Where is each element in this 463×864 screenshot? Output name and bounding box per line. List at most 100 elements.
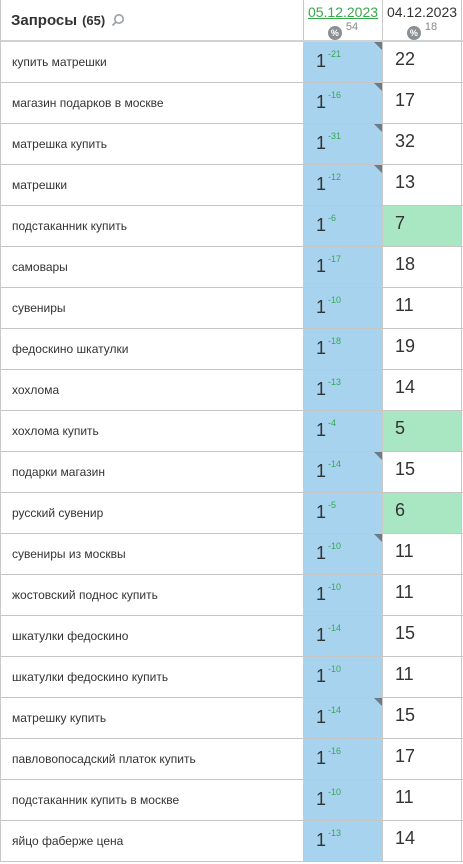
previous-position-cell[interactable]: 6: [383, 493, 462, 533]
previous-position-cell[interactable]: 15: [383, 698, 462, 738]
query-cell[interactable]: хохлома: [1, 370, 304, 410]
percent-icon[interactable]: %: [327, 26, 342, 40]
table-row: подстаканник купить в москве 1 -10 11: [1, 780, 463, 821]
query-cell[interactable]: магазин подарков в москве: [1, 83, 304, 123]
percent-icon[interactable]: %: [406, 26, 421, 40]
previous-position-cell[interactable]: 17: [383, 83, 462, 123]
position-delta: -10: [328, 787, 342, 797]
previous-position-cell[interactable]: 15: [383, 616, 462, 656]
table-row: павловопосадский платок купить 1 -16 17: [1, 739, 463, 780]
date-visibility-value: 54: [345, 20, 359, 33]
table-row: жостовский поднос купить 1 -10 11: [1, 575, 463, 616]
previous-position-cell[interactable]: 7: [383, 206, 462, 246]
query-cell[interactable]: самовары: [1, 247, 304, 287]
previous-position-value: 15: [395, 459, 416, 479]
query-cell[interactable]: матрешка купить: [1, 124, 304, 164]
current-position-cell[interactable]: 1 -17: [304, 247, 383, 287]
current-position-cell[interactable]: 1 -18: [304, 329, 383, 369]
url-change-marker: [374, 83, 382, 91]
previous-position-cell[interactable]: 22: [383, 42, 462, 82]
table-row: матрешки 1 -12 13: [1, 165, 463, 206]
query-cell[interactable]: русский сувенир: [1, 493, 304, 533]
current-position-cell[interactable]: 1 -14: [304, 452, 383, 492]
date-column-header-previous: 04.12.2023 % 18: [383, 0, 462, 40]
previous-position-cell[interactable]: 14: [383, 370, 462, 410]
table-row: подарки магазин 1 -14 15: [1, 452, 463, 493]
position-delta: -10: [328, 295, 342, 305]
position-value: 1: [316, 666, 327, 686]
previous-position-cell[interactable]: 11: [383, 780, 462, 820]
previous-position-value: 14: [395, 828, 416, 848]
previous-position-value: 7: [395, 213, 406, 233]
query-cell[interactable]: подстаканник купить в москве: [1, 780, 304, 820]
position-value: 1: [316, 830, 327, 850]
current-position-cell[interactable]: 1 -16: [304, 739, 383, 779]
current-position-cell[interactable]: 1 -16: [304, 83, 383, 123]
query-cell[interactable]: подстаканник купить: [1, 206, 304, 246]
table-row: матрешку купить 1 -14 15: [1, 698, 463, 739]
query-cell[interactable]: шкатулки федоскино купить: [1, 657, 304, 697]
query-cell[interactable]: сувениры из москвы: [1, 534, 304, 574]
position-value: 1: [316, 297, 327, 317]
previous-position-cell[interactable]: 15: [383, 452, 462, 492]
position-delta: -18: [328, 336, 342, 346]
query-cell[interactable]: шкатулки федоскино: [1, 616, 304, 656]
current-position-cell[interactable]: 1 -5: [304, 493, 383, 533]
query-cell[interactable]: матрешки: [1, 165, 304, 205]
previous-position-cell[interactable]: 32: [383, 124, 462, 164]
current-position-cell[interactable]: 1 -12: [304, 165, 383, 205]
previous-position-cell[interactable]: 11: [383, 288, 462, 328]
url-change-marker: [374, 42, 382, 50]
previous-position-cell[interactable]: 19: [383, 329, 462, 369]
table-row: подстаканник купить 1 -6 7: [1, 206, 463, 247]
position-delta: -10: [328, 582, 342, 592]
query-cell[interactable]: федоскино шкатулки: [1, 329, 304, 369]
current-position-cell[interactable]: 1 -21: [304, 42, 383, 82]
query-cell[interactable]: жостовский поднос купить: [1, 575, 304, 615]
position-value: 1: [316, 215, 327, 235]
position-value: 1: [316, 256, 327, 276]
current-position-cell[interactable]: 1 -10: [304, 780, 383, 820]
query-cell[interactable]: матрешку купить: [1, 698, 304, 738]
query-cell[interactable]: купить матрешки: [1, 42, 304, 82]
current-position-cell[interactable]: 1 -14: [304, 698, 383, 738]
table-row: хохлома 1 -13 14: [1, 370, 463, 411]
previous-position-cell[interactable]: 18: [383, 247, 462, 287]
current-position-cell[interactable]: 1 -10: [304, 575, 383, 615]
current-position-cell[interactable]: 1 -4: [304, 411, 383, 451]
previous-position-value: 6: [395, 500, 406, 520]
current-position-cell[interactable]: 1 -14: [304, 616, 383, 656]
query-cell[interactable]: сувениры: [1, 288, 304, 328]
current-position-cell[interactable]: 1 -31: [304, 124, 383, 164]
previous-position-value: 22: [395, 49, 416, 69]
query-cell[interactable]: хохлома купить: [1, 411, 304, 451]
url-change-marker: [374, 698, 382, 706]
current-position-cell[interactable]: 1 -10: [304, 657, 383, 697]
previous-position-cell[interactable]: 11: [383, 575, 462, 615]
previous-position-cell[interactable]: 17: [383, 739, 462, 779]
position-delta: -16: [328, 90, 342, 100]
current-position-cell[interactable]: 1 -6: [304, 206, 383, 246]
previous-position-cell[interactable]: 14: [383, 821, 462, 861]
current-position-cell[interactable]: 1 -13: [304, 370, 383, 410]
previous-position-value: 5: [395, 418, 406, 438]
current-position-cell[interactable]: 1 -10: [304, 288, 383, 328]
position-delta: -12: [328, 172, 342, 182]
url-change-marker: [374, 534, 382, 542]
query-cell[interactable]: яйцо фаберже цена: [1, 821, 304, 861]
previous-position-cell[interactable]: 13: [383, 165, 462, 205]
previous-position-cell[interactable]: 11: [383, 657, 462, 697]
date-link-current[interactable]: 05.12.2023: [307, 4, 379, 20]
table-body: купить матрешки 1 -21 22 магазин подарков в …: [1, 42, 463, 862]
previous-position-cell[interactable]: 11: [383, 534, 462, 574]
position-value: 1: [316, 379, 327, 399]
current-position-cell[interactable]: 1 -13: [304, 821, 383, 861]
previous-position-cell[interactable]: 5: [383, 411, 462, 451]
position-value: 1: [316, 502, 327, 522]
query-cell[interactable]: подарки магазин: [1, 452, 304, 492]
table-row: купить матрешки 1 -21 22: [1, 42, 463, 83]
query-cell[interactable]: павловопосадский платок купить: [1, 739, 304, 779]
previous-position-value: 15: [395, 705, 416, 725]
search-icon[interactable]: [111, 13, 125, 27]
current-position-cell[interactable]: 1 -10: [304, 534, 383, 574]
